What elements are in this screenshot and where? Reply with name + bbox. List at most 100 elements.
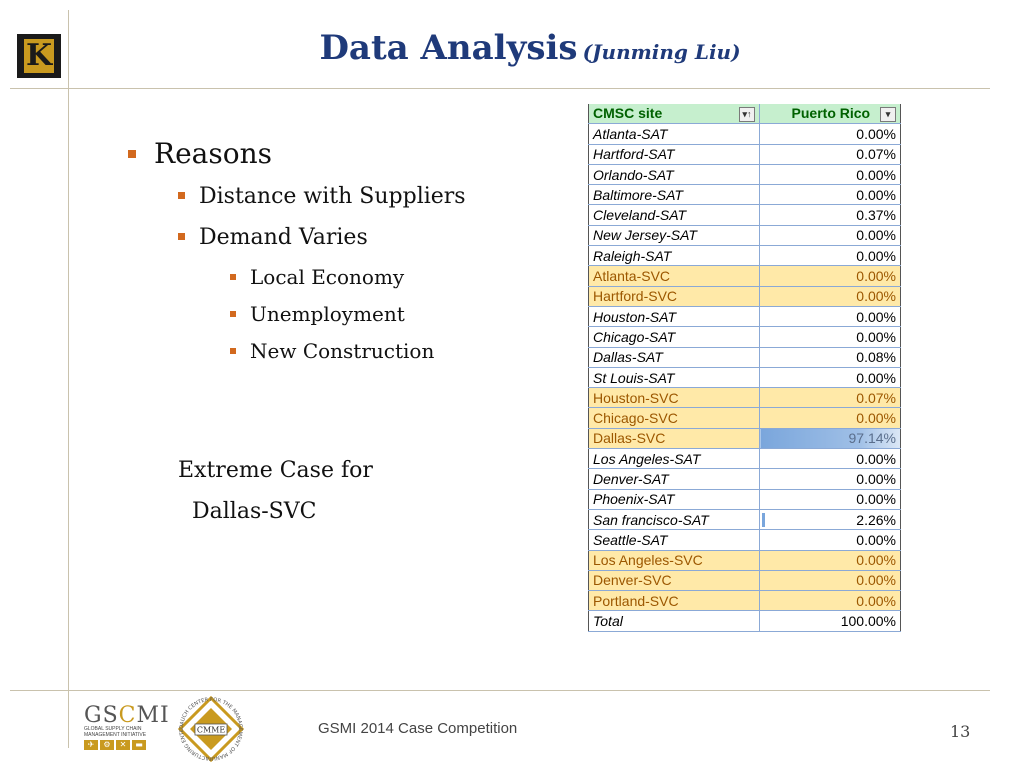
cell-value[interactable]: 2.26% (759, 509, 901, 531)
bullet-square-icon (178, 191, 185, 199)
table-row[interactable]: Denver-SVC 0.00% (588, 570, 901, 592)
cell-site[interactable]: Hartford-SAT (588, 144, 760, 165)
cell-site[interactable]: Seattle-SAT (588, 529, 760, 551)
table-row[interactable]: San francisco-SAT 2.26% (588, 509, 901, 531)
footer-divider (10, 690, 990, 691)
cell-value[interactable]: 0.00% (759, 570, 901, 592)
table-header-site[interactable]: CMSC site ▾↑ (588, 104, 760, 125)
cell-value[interactable]: 0.37% (759, 204, 901, 226)
table-row[interactable]: Denver-SAT 0.00% (588, 468, 901, 490)
cell-value[interactable]: 0.00% (759, 489, 901, 510)
cell-value[interactable]: 0.07% (759, 144, 901, 165)
cell-site[interactable]: Portland-SVC (588, 590, 760, 612)
cell-value[interactable]: 0.00% (759, 184, 901, 206)
title-subtitle: (Junming Liu) (582, 40, 741, 64)
table-row[interactable]: Chicago-SAT 0.00% (588, 326, 901, 348)
cell-site[interactable]: Los Angeles-SAT (588, 448, 760, 470)
cell-value[interactable]: 0.07% (759, 387, 901, 409)
cell-value[interactable]: 0.00% (759, 448, 901, 470)
table-header-value[interactable]: Puerto Rico ▾ (759, 104, 901, 125)
cell-site[interactable]: Los Angeles-SVC (588, 550, 760, 571)
cell-value[interactable]: 0.00% (759, 367, 901, 389)
k-logo-letter: K (24, 38, 54, 73)
cell-site[interactable]: Houston-SAT (588, 306, 760, 328)
table-row[interactable]: Cleveland-SAT 0.37% (588, 204, 901, 226)
cell-site[interactable]: Hartford-SVC (588, 286, 760, 307)
table-row[interactable]: New Jersey-SAT 0.00% (588, 225, 901, 247)
header-site-label: CMSC site (593, 105, 663, 122)
cell-value[interactable]: 0.00% (759, 245, 901, 267)
table-row[interactable]: Houston-SAT 0.00% (588, 306, 901, 328)
truck-icon: ▬ (132, 740, 146, 750)
header-divider (10, 88, 990, 89)
sort-filter-icon[interactable]: ▾↑ (739, 107, 755, 123)
table-row[interactable]: Orlando-SAT 0.00% (588, 164, 901, 186)
cell-value[interactable]: 0.00% (759, 529, 901, 551)
cell-value[interactable]: 0.00% (759, 590, 901, 612)
table-row[interactable]: Hartford-SAT 0.07% (588, 144, 901, 165)
table-row[interactable]: Hartford-SVC 0.00% (588, 286, 901, 307)
table-row[interactable]: Atlanta-SAT 0.00% (588, 123, 901, 145)
bullet-level3: Local Economy (230, 265, 404, 289)
tools-icon: ✕ (116, 740, 130, 750)
bullet-level3: New Construction (230, 339, 434, 363)
cell-value[interactable]: 0.00% (759, 164, 901, 186)
table-row[interactable]: St Louis-SAT 0.00% (588, 367, 901, 389)
cell-site[interactable]: Baltimore-SAT (588, 184, 760, 206)
cell-site[interactable]: Houston-SVC (588, 387, 760, 409)
cell-value[interactable]: 100.00% (759, 610, 901, 632)
table-row[interactable]: Total 100.00% (588, 610, 901, 632)
gscmi-logo-name: GSCMI (84, 703, 170, 728)
cell-site[interactable]: Denver-SVC (588, 570, 760, 592)
table-row[interactable]: Chicago-SVC 0.00% (588, 407, 901, 429)
cell-site[interactable]: New Jersey-SAT (588, 225, 760, 247)
cell-value[interactable]: 0.00% (759, 407, 901, 429)
bullet-level3: Unemployment (230, 302, 405, 326)
cell-site[interactable]: Atlanta-SAT (588, 123, 760, 145)
cell-site[interactable]: Dallas-SAT (588, 347, 760, 368)
cell-value[interactable]: 0.00% (759, 326, 901, 348)
table-row[interactable]: Los Angeles-SVC 0.00% (588, 550, 901, 571)
table-row[interactable]: Phoenix-SAT 0.00% (588, 489, 901, 510)
cell-site[interactable]: San francisco-SAT (588, 509, 760, 531)
table-row[interactable]: Baltimore-SAT 0.00% (588, 184, 901, 206)
bullet-text: Local Economy (250, 265, 405, 289)
cell-site[interactable]: Orlando-SAT (588, 164, 760, 186)
cell-site[interactable]: Total (588, 610, 760, 632)
table-row[interactable]: Houston-SVC 0.07% (588, 387, 901, 409)
cell-site[interactable]: Chicago-SAT (588, 326, 760, 348)
title-main: Data Analysis (319, 28, 578, 68)
table-row[interactable]: Seattle-SAT 0.00% (588, 529, 901, 551)
cell-value[interactable]: 0.08% (759, 347, 901, 368)
cell-site[interactable]: Dallas-SVC (588, 428, 760, 450)
bullet-level1: Reasons (128, 137, 272, 170)
table-row[interactable]: Raleigh-SAT 0.00% (588, 245, 901, 267)
cell-value[interactable]: 97.14% (759, 428, 901, 450)
page-number: 13 (950, 722, 971, 741)
table-row[interactable]: Dallas-SVC 97.14% (588, 428, 901, 450)
cell-site[interactable]: St Louis-SAT (588, 367, 760, 389)
cell-site[interactable]: Chicago-SVC (588, 407, 760, 429)
cell-value[interactable]: 0.00% (759, 468, 901, 490)
cell-value[interactable]: 0.00% (759, 306, 901, 328)
cmme-logo: DAUCH CENTER FOR THE MANAGEMENT OF MANUF… (176, 694, 245, 763)
bullet-square-icon (230, 347, 236, 354)
bullet-text: Reasons (154, 137, 272, 170)
cell-value[interactable]: 0.00% (759, 286, 901, 307)
table-row[interactable]: Atlanta-SVC 0.00% (588, 265, 901, 287)
dropdown-filter-icon[interactable]: ▾ (880, 107, 896, 123)
cell-value[interactable]: 0.00% (759, 550, 901, 571)
table-row[interactable]: Los Angeles-SAT 0.00% (588, 448, 901, 470)
cell-value[interactable]: 0.00% (759, 265, 901, 287)
table-row[interactable]: Dallas-SAT 0.08% (588, 347, 901, 368)
table-row[interactable]: Portland-SVC 0.00% (588, 590, 901, 612)
cell-value[interactable]: 0.00% (759, 225, 901, 247)
cell-site[interactable]: Denver-SAT (588, 468, 760, 490)
gscmi-icon-strip: ✈ ⚙ ✕ ▬ (84, 740, 164, 750)
cell-site[interactable]: Phoenix-SAT (588, 489, 760, 510)
cell-value[interactable]: 0.00% (759, 123, 901, 145)
cell-site[interactable]: Cleveland-SAT (588, 204, 760, 226)
cell-site[interactable]: Raleigh-SAT (588, 245, 760, 267)
cell-site[interactable]: Atlanta-SVC (588, 265, 760, 287)
gscmi-logo: GSCMI GLOBAL SUPPLY CHAIN MANAGEMENT INI… (84, 703, 170, 750)
